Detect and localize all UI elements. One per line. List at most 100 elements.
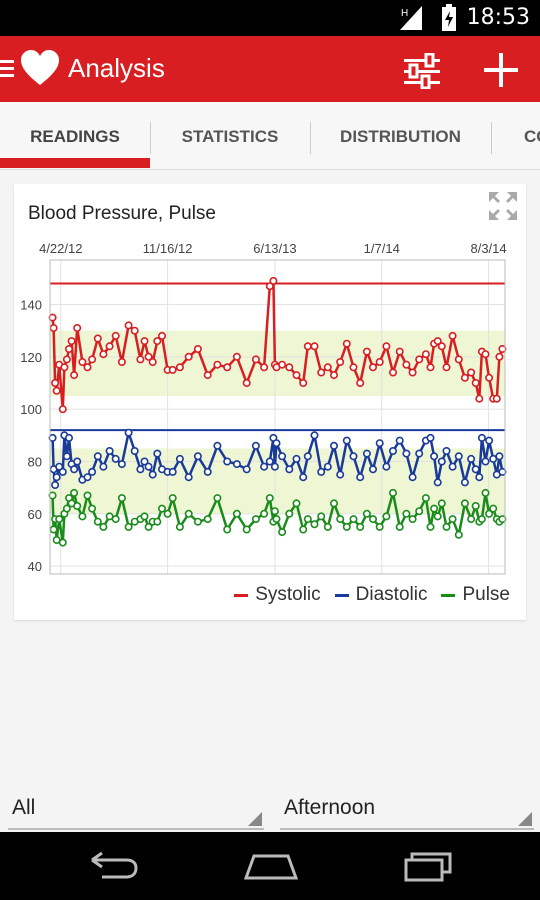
tab-statistics[interactable]: STATISTICS xyxy=(181,127,279,146)
data-point-systolic xyxy=(203,371,212,380)
data-point-systolic xyxy=(49,324,58,333)
data-point-systolic xyxy=(184,352,193,361)
home-icon[interactable] xyxy=(244,850,298,880)
data-point-pulse xyxy=(242,525,251,534)
data-point-pulse xyxy=(292,499,301,508)
period-select[interactable]: All xyxy=(8,790,264,830)
data-point-systolic xyxy=(242,379,251,388)
data-point-diastolic xyxy=(58,467,67,476)
data-point-systolic xyxy=(175,363,184,372)
data-point-pulse xyxy=(454,530,463,539)
data-point-pulse xyxy=(111,515,120,524)
data-point-pulse xyxy=(317,512,326,521)
data-point-pulse xyxy=(382,512,391,521)
data-point-systolic xyxy=(168,365,177,374)
data-point-diastolic xyxy=(495,452,504,461)
data-point-diastolic xyxy=(278,452,287,461)
data-point-systolic xyxy=(448,331,457,340)
data-point-pulse xyxy=(213,494,222,503)
y-tick-label: 60 xyxy=(28,507,42,522)
data-point-diastolic xyxy=(175,454,184,463)
chart-card: Blood Pressure, Pulse 40 60 80 100 120 140 4/2… xyxy=(14,184,526,620)
x-tick-label: 1/7/14 xyxy=(364,241,400,256)
data-point-systolic xyxy=(395,347,404,356)
data-point-diastolic xyxy=(111,454,120,463)
data-point-pulse xyxy=(99,522,108,531)
page-title: Analysis xyxy=(68,53,165,83)
data-point-systolic xyxy=(58,405,67,414)
data-point-diastolic xyxy=(426,433,435,442)
data-point-systolic xyxy=(140,337,149,346)
data-point-diastolic xyxy=(88,467,97,476)
data-point-diastolic xyxy=(144,462,153,471)
add-icon[interactable] xyxy=(482,51,520,89)
data-point-diastolic xyxy=(64,433,73,442)
data-point-diastolic xyxy=(356,473,365,482)
recent-apps-icon[interactable] xyxy=(404,850,454,882)
data-point-diastolic xyxy=(48,433,57,442)
data-point-systolic xyxy=(362,347,371,356)
data-point-diastolic xyxy=(272,439,281,448)
data-point-systolic xyxy=(265,282,274,291)
data-point-diastolic xyxy=(99,462,108,471)
data-point-pulse xyxy=(375,522,384,531)
data-point-diastolic xyxy=(83,473,92,482)
data-point-pulse xyxy=(70,488,79,497)
legend-systolic: Systolic xyxy=(234,584,321,606)
network-type-label: H xyxy=(401,8,408,19)
data-point-diastolic xyxy=(62,452,71,461)
data-point-systolic xyxy=(148,358,157,367)
data-point-pulse xyxy=(460,499,469,508)
data-point-pulse xyxy=(265,494,274,503)
data-point-pulse xyxy=(73,501,82,510)
data-point-systolic xyxy=(299,379,308,388)
data-point-systolic xyxy=(433,337,442,346)
data-point-diastolic xyxy=(382,462,391,471)
data-point-systolic xyxy=(349,363,358,372)
tab-co[interactable]: CO xyxy=(524,127,540,146)
heart-logo-icon[interactable] xyxy=(20,49,60,89)
menu-icon[interactable] xyxy=(0,57,14,81)
data-point-pulse xyxy=(299,525,308,534)
data-point-diastolic xyxy=(415,449,424,458)
tab-readings[interactable]: READINGS xyxy=(30,127,120,146)
data-point-systolic xyxy=(99,350,108,359)
expand-icon[interactable] xyxy=(488,191,518,221)
selected-tab-indicator xyxy=(0,158,150,168)
data-point-pulse xyxy=(395,522,404,531)
data-point-pulse xyxy=(433,512,442,521)
data-point-pulse xyxy=(78,512,87,521)
data-point-pulse xyxy=(467,515,476,524)
data-point-systolic xyxy=(51,379,60,388)
back-icon[interactable] xyxy=(88,850,138,880)
tab-distribution[interactable]: DISTRIBUTION xyxy=(340,127,461,146)
data-point-systolic xyxy=(83,363,92,372)
data-point-systolic xyxy=(62,355,71,364)
data-point-diastolic xyxy=(336,470,345,479)
data-point-pulse xyxy=(88,504,97,513)
y-tick-label: 120 xyxy=(20,350,42,365)
data-point-systolic xyxy=(136,355,145,364)
data-point-pulse xyxy=(368,515,377,524)
data-point-diastolic xyxy=(299,473,308,482)
y-tick-label: 140 xyxy=(20,297,42,312)
data-point-systolic xyxy=(408,368,417,377)
data-point-systolic xyxy=(111,331,120,340)
data-point-diastolic xyxy=(323,462,332,471)
data-point-systolic xyxy=(317,368,326,377)
plot-area xyxy=(49,259,506,575)
data-point-diastolic xyxy=(130,446,139,455)
data-point-diastolic xyxy=(454,452,463,461)
data-point-systolic xyxy=(415,355,424,364)
data-point-systolic xyxy=(336,358,345,367)
data-point-diastolic xyxy=(477,433,486,442)
data-point-pulse xyxy=(310,520,319,529)
data-point-pulse xyxy=(415,507,424,516)
time-of-day-select[interactable]: Afternoon xyxy=(280,790,534,830)
signal-icon: H xyxy=(400,6,422,30)
data-point-pulse xyxy=(203,515,212,524)
target-range-band xyxy=(50,448,505,514)
data-point-pulse xyxy=(426,522,435,531)
filter-sliders-icon[interactable] xyxy=(404,53,440,89)
data-point-diastolic xyxy=(223,457,232,466)
